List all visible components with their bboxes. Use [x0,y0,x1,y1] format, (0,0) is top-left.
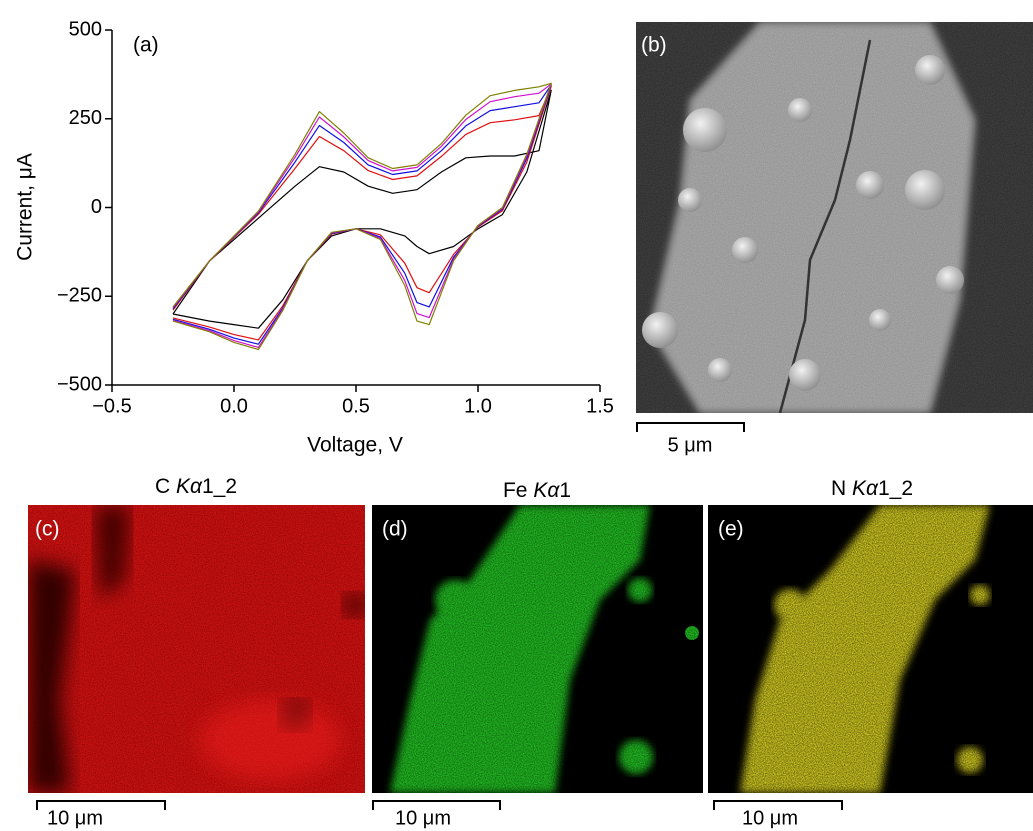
sem-image [636,22,1033,413]
panel-label: (e) [718,518,744,541]
scale-bar-label: 10 μm [742,807,798,829]
title-suffix: 1_2 [202,475,237,498]
cv-curve [173,90,551,328]
panel-label: (d) [382,518,408,541]
title-suffix: 1 [559,479,571,502]
eds-map-iron [372,505,703,793]
panel-label: (c) [35,518,60,541]
title-line: Kα [533,479,560,502]
y-tick-label: 250 [69,107,102,129]
x-tick-label: 0.0 [220,395,248,417]
eds-map-carbon [28,505,367,793]
eds-map-nitrogen [708,505,1033,793]
title-line: Kα [852,477,879,500]
title-element: C [155,475,170,498]
figure: (a) Voltage, V Current, μA (b) 5 μm (c) … [0,0,1033,831]
panel-title: Fe Kα1 [503,479,571,502]
x-tick-label: 1.0 [464,395,492,417]
title-line: Kα [176,475,203,498]
panel-label: (b) [641,34,667,57]
x-axis-label: Voltage, V [307,434,403,457]
title-suffix: 1_2 [878,477,913,500]
y-tick-label: 500 [69,18,102,40]
title-element: Fe [503,479,528,502]
scale-bar-label: 5 μm [668,434,713,456]
cv-curve [173,85,551,344]
scale-bar-label: 10 μm [395,807,451,829]
x-tick-label: 1.5 [586,395,614,417]
panel-title: N Kα1_2 [831,477,913,500]
y-tick-label: −500 [57,373,102,395]
y-axis-label: Current, μA [14,153,37,261]
scale-bar-label: 10 μm [47,807,103,829]
x-tick-label: 0.5 [342,395,370,417]
panel-title: C Kα1_2 [155,475,237,498]
scale-bar [637,423,744,432]
y-tick-label: 0 [91,196,102,218]
x-tick-label: −0.5 [92,395,131,417]
y-tick-label: −250 [57,285,102,307]
panel-label: (a) [133,34,159,57]
title-element: N [831,477,846,500]
